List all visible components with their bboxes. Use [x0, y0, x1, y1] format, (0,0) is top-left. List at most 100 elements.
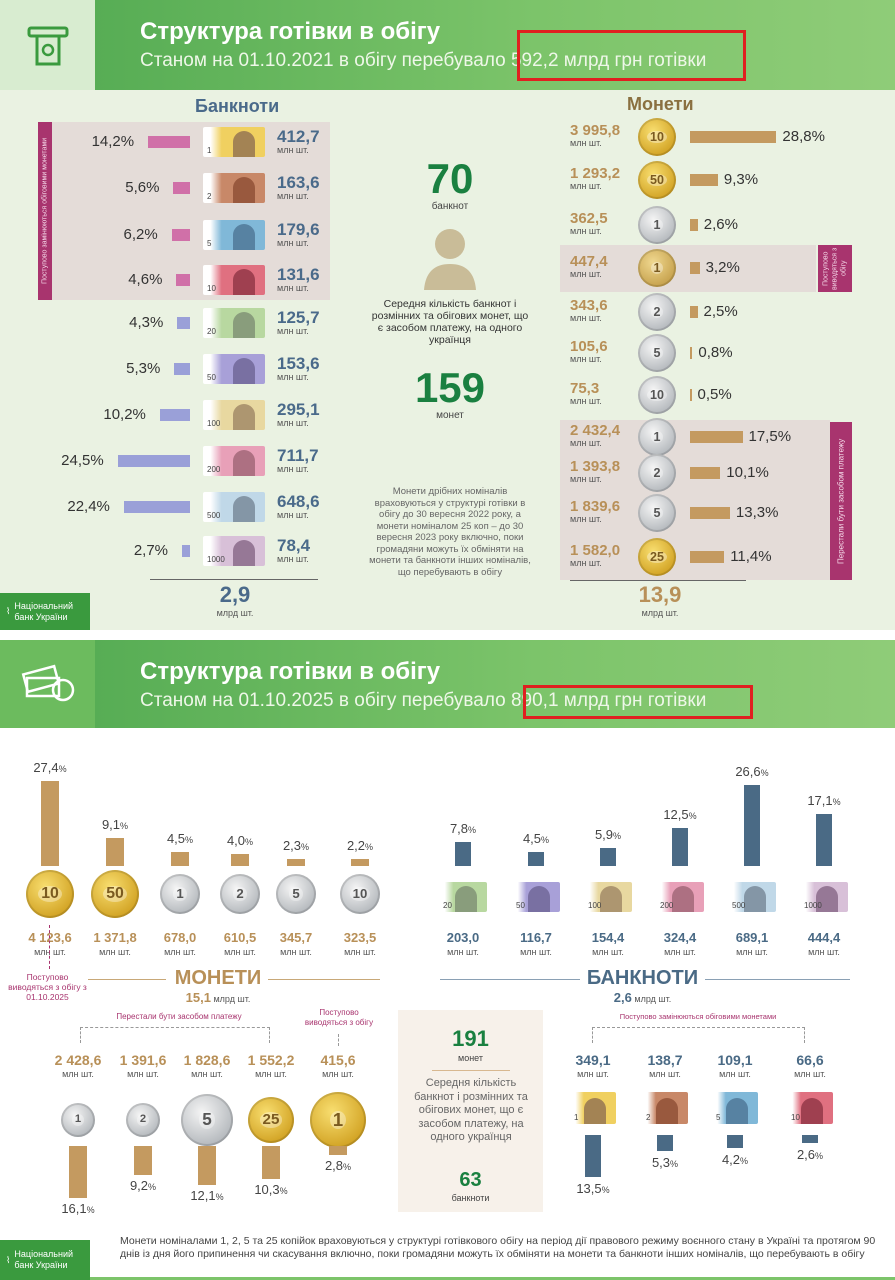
banknote-value: 711,7 млн шт. [277, 446, 319, 474]
banknote-1-image: 1 [570, 1092, 616, 1124]
coin-2-image: 2 [638, 293, 676, 331]
banknote-pct: 12,5% [663, 806, 697, 822]
coin-value: 362,5 млн шт. [570, 210, 608, 236]
banknote-bar [816, 813, 832, 866]
banknote-2-image: 2 [642, 1092, 688, 1124]
banknotes-total: 2,6 млрд шт. [613, 990, 672, 1005]
coin-bar [690, 262, 700, 274]
coin-pct: 9,1% [101, 816, 129, 832]
coin-pct: 2,2% [346, 838, 374, 854]
page-title: Структура готівки в обігу [140, 658, 441, 685]
coin-value: 610,5 млн шт. [223, 930, 257, 957]
coin-pct: 2,3% [282, 837, 310, 853]
coin-1-image: 1 [638, 418, 676, 456]
banknote-value: 203,0 млн шт. [446, 930, 480, 957]
banknote-pct: 5,9% [594, 827, 622, 842]
banknote-value: 66,6 млн шт. [794, 1052, 826, 1079]
coins-ceased-label: Перестали бути засобом платежу [830, 422, 852, 580]
nbu-logo: ⌇ Національний банк України [0, 1240, 90, 1280]
coin-5-image: 5 [181, 1094, 233, 1146]
coin-value: 345,7 млн шт. [279, 930, 313, 957]
coin-value: 1 582,0 млн шт. [570, 542, 621, 568]
banknote-pct: 10,2% [103, 406, 146, 423]
banknote-value: 349,1 млн шт. [575, 1052, 611, 1079]
logo-icon: ⌇ [6, 606, 11, 616]
coin-value: 105,6 млн шт. [570, 338, 608, 364]
total-unit: млрд шт. [216, 608, 254, 618]
banknote-value: 444,4 млн шт. [807, 930, 841, 957]
banknote-bar [117, 455, 190, 467]
banknote-bar [182, 545, 190, 557]
coin-bar [690, 389, 692, 401]
subtitle-highlight: 592,2 млрд грн готівки [510, 50, 707, 71]
coin-bar [262, 1146, 280, 1179]
banknotes-label: банкноти [451, 1193, 490, 1203]
average-box [398, 1010, 543, 1212]
banknote-bar [123, 501, 190, 513]
banknote-pct: 5,3% [651, 1155, 679, 1171]
banknotes-per-person: 63 [459, 1169, 482, 1191]
banknotes-total: 2,9 [219, 582, 251, 607]
coin-bar [198, 1146, 216, 1185]
coin-25-image: 25 [248, 1097, 294, 1143]
banknote-pct: 13,5% [576, 1180, 610, 1196]
coins-label: монет [436, 410, 464, 421]
coin-pct: 17,5% [748, 428, 792, 445]
coin-bar [134, 1146, 152, 1176]
banknote-200-image: 200 [203, 446, 265, 476]
banknote-pct: 4,6% [128, 271, 163, 288]
coin-value: 1 552,2 млн шт. [247, 1052, 295, 1079]
coin-pct: 11,4% [730, 548, 772, 565]
banknote-bar [657, 1135, 673, 1152]
banknote-pct: 2,6% [796, 1147, 824, 1163]
divider [570, 580, 746, 581]
cash-coins-icon [0, 640, 95, 728]
banknote-bar [528, 852, 544, 866]
coin-value: 2 428,6 млн шт. [54, 1052, 102, 1079]
coin-bar [690, 306, 698, 318]
coin-bar [231, 853, 249, 866]
coin-25-image: 25 [638, 538, 676, 576]
coin-pct: 13,3% [735, 504, 779, 521]
coin-pct: 0,8% [698, 344, 733, 361]
small-coins-note: Монети дрібних номіналів враховуються у … [369, 486, 531, 578]
banknote-value: 138,7 млн шт. [647, 1052, 683, 1079]
coin-bar [106, 837, 124, 866]
coin-5-image: 5 [638, 334, 676, 372]
coin-1-image: 1 [160, 874, 200, 914]
coins-withdrawn-panel [560, 245, 816, 292]
subtitle-highlight: 890,1 млрд грн готівки [510, 690, 707, 711]
banknote-pct: 4,5% [522, 831, 550, 847]
atm-cash-icon [0, 0, 95, 90]
banknote-value: 109,1 млн шт. [717, 1052, 753, 1079]
banknote-500-image: 500 [203, 492, 265, 522]
banknote-20-image: 20 [439, 882, 487, 912]
banknote-200-image: 200 [656, 882, 704, 912]
coin-pct: 3,2% [705, 259, 740, 276]
subtitle: Станом на 01.10.2021 в обігу перебувало … [140, 50, 707, 71]
banknote-bar [173, 182, 190, 194]
coin-50-image: 50 [91, 870, 139, 918]
coin-pct: 10,3% [254, 1181, 288, 1197]
coin-value: 678,0 млн шт. [163, 930, 197, 957]
banknote-pct: 14,2% [91, 133, 135, 150]
coin-1-image: 1 [638, 249, 676, 287]
coin-bar [690, 347, 693, 359]
coin-value: 343,6 млн шт. [570, 297, 608, 323]
banknote-pct: 5,3% [126, 360, 161, 377]
coin-2-image: 2 [220, 874, 260, 914]
banknote-pct: 7,8% [449, 821, 477, 837]
coin-pct: 2,5% [703, 303, 738, 320]
coins-label: монет [458, 1053, 483, 1063]
coin-pct: 4,0% [226, 832, 254, 848]
coin-value: 3 995,8 млн шт. [570, 122, 621, 148]
coins-withdrawn-label: Поступово виводяться з обігу [304, 1008, 374, 1027]
banknotes-replaced-label: Поступово замінюються обіговими монетами [619, 1012, 777, 1021]
coin-pct: 16,1% [61, 1200, 95, 1216]
banknote-value: 125,7 млн шт. [277, 308, 320, 336]
coin-value: 415,6 млн шт. [320, 1052, 356, 1079]
banknote-value: 648,6 млн шт. [277, 492, 320, 520]
banknote-value: 153,6 млн шт. [277, 354, 320, 382]
banknote-bar [174, 363, 190, 375]
banknote-value: 689,1 млн шт. [735, 930, 769, 957]
